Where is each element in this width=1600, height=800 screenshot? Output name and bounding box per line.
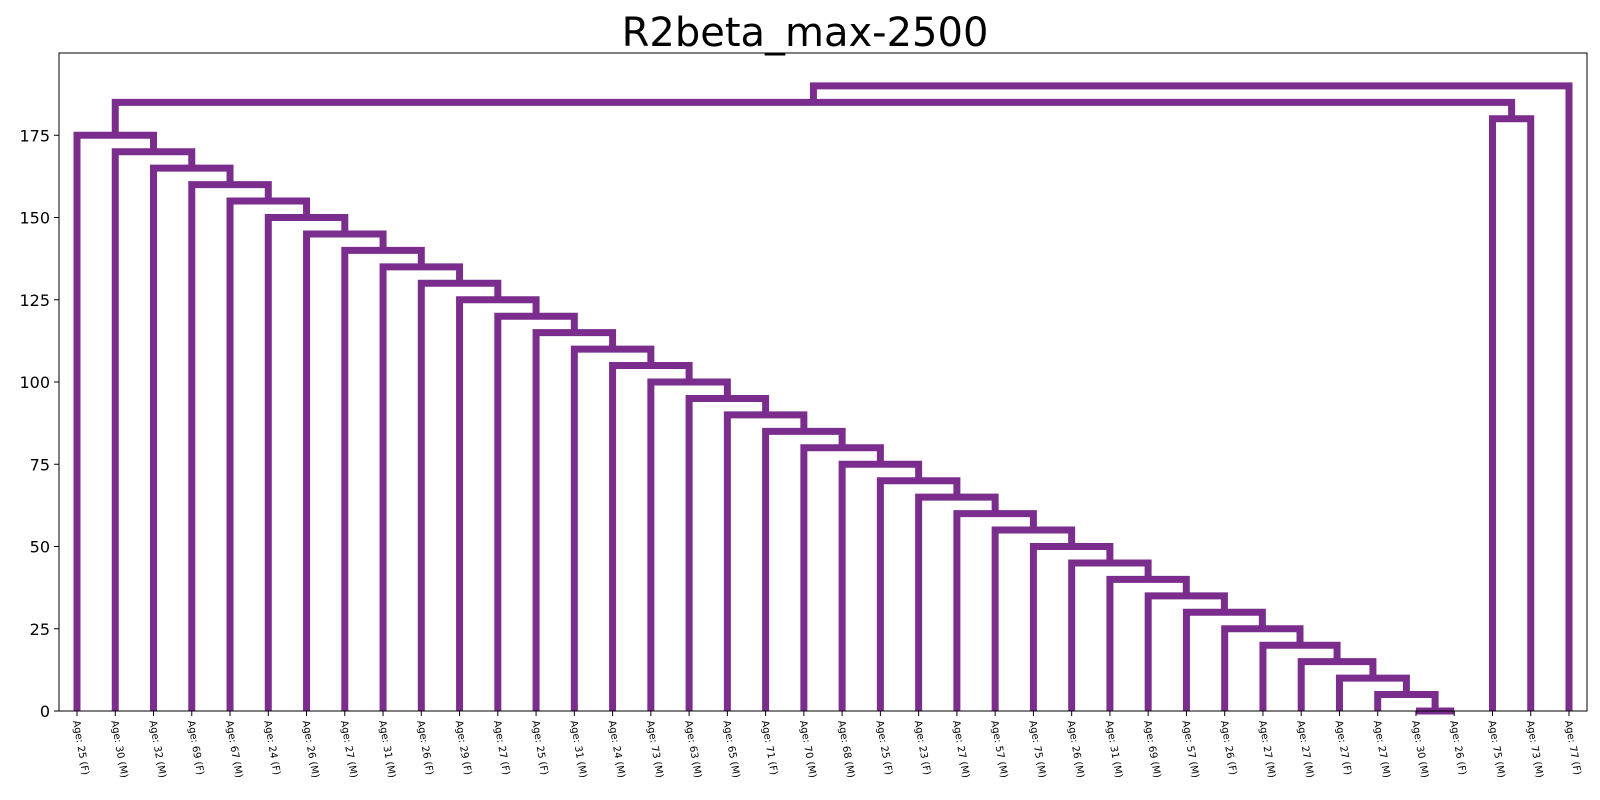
y-axis: 0 25 50 75 100 125 150 175 (19, 126, 59, 721)
leaf-label-15: Age: 73 (M) (644, 720, 665, 779)
leaf-label-18: Age: 71 (F) (759, 720, 779, 777)
plot-frame (58, 52, 1588, 712)
dendrogram-links (73, 82, 1573, 715)
leaf-label-7: Age: 27 (M) (338, 720, 359, 779)
leaf-label-21: Age: 25 (F) (873, 720, 893, 777)
leaf-label-24: Age: 57 (M) (988, 720, 1009, 779)
leaf-label-11: Age: 27 (F) (491, 720, 511, 777)
leaf-label-20: Age: 68 (M) (835, 720, 856, 779)
leaf-label-35: Age: 30 (M) (1409, 720, 1430, 779)
leaf-label-39: Age: 77 (F) (1562, 720, 1582, 777)
y-tick-label-125: 125 (19, 291, 50, 310)
leaf-labels: Age: 25 (F) Age: 30 (M) Age: 32 (M) Age: 69… (70, 711, 1583, 779)
leaf-label-6: Age: 26 (M) (300, 720, 321, 779)
leaf-label-36: Age: 26 (F) (1447, 720, 1467, 777)
leaf-label-38: Age: 73 (M) (1524, 720, 1545, 779)
leaf-label-32: Age: 27 (M) (1294, 720, 1315, 779)
y-tick-label-100: 100 (19, 373, 50, 392)
leaf-label-2: Age: 32 (M) (147, 720, 168, 779)
leaf-label-16: Age: 63 (M) (682, 720, 703, 779)
y-tick-label-0: 0 (40, 702, 50, 721)
leaf-label-12: Age: 25 (F) (529, 720, 549, 777)
y-tick-label-150: 150 (19, 209, 50, 228)
dendrogram-link-36 (1488, 115, 1535, 711)
leaf-label-1: Age: 30 (M) (108, 720, 129, 779)
leaf-label-29: Age: 57 (M) (1179, 720, 1200, 779)
y-tick-label-25: 25 (30, 620, 50, 639)
leaf-label-27: Age: 31 (M) (1103, 720, 1124, 779)
leaf-label-5: Age: 24 (F) (261, 720, 281, 777)
leaf-label-0: Age: 25 (F) (70, 720, 90, 777)
leaf-label-4: Age: 67 (M) (223, 720, 244, 779)
y-tick-label-175: 175 (19, 126, 50, 145)
y-tick-label-75: 75 (30, 455, 50, 474)
leaf-label-23: Age: 27 (M) (950, 720, 971, 779)
leaf-label-22: Age: 23 (F) (912, 720, 932, 777)
chart-title: R2beta_max-2500 (622, 10, 989, 56)
leaf-label-13: Age: 31 (M) (567, 720, 588, 779)
leaf-label-37: Age: 75 (M) (1486, 720, 1507, 779)
leaf-label-9: Age: 26 (F) (414, 720, 434, 777)
y-tick-label-50: 50 (30, 538, 50, 557)
leaf-label-19: Age: 70 (M) (797, 720, 818, 779)
leaf-label-25: Age: 75 (M) (1026, 720, 1047, 779)
leaf-label-3: Age: 69 (F) (185, 720, 205, 777)
leaf-label-34: Age: 27 (M) (1371, 720, 1392, 779)
leaf-label-28: Age: 69 (M) (1141, 720, 1162, 779)
leaf-label-17: Age: 65 (M) (720, 720, 741, 779)
leaf-label-30: Age: 26 (F) (1218, 720, 1238, 777)
leaf-label-31: Age: 27 (M) (1256, 720, 1277, 779)
leaf-label-8: Age: 31 (M) (376, 720, 397, 779)
leaf-label-26: Age: 26 (M) (1065, 720, 1086, 779)
leaf-label-10: Age: 29 (F) (453, 720, 473, 777)
leaf-label-14: Age: 24 (M) (606, 720, 627, 779)
leaf-label-33: Age: 27 (F) (1333, 720, 1353, 777)
dendrogram-link-37 (111, 98, 1516, 136)
dendrogram-link-38 (809, 82, 1573, 711)
